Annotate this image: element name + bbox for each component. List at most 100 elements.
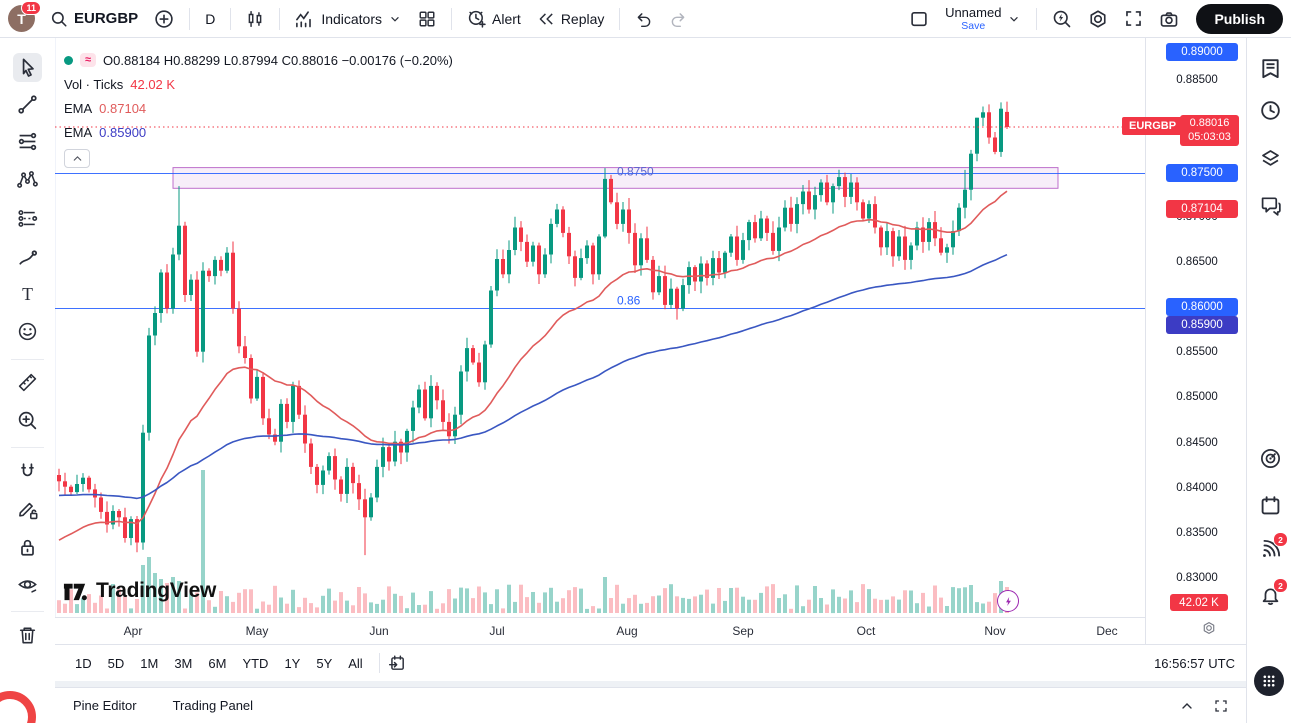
save-layout-button[interactable]: Unnamed Save [938,2,1028,36]
ohlc-values: O0.88184 H0.88299 L0.87994 C0.88016 −0.0… [103,52,453,68]
ema-slow-line[interactable] [58,253,1008,500]
smiley-icon [17,321,38,342]
toolbar-separator [1036,7,1038,30]
watchlist-button[interactable] [1257,55,1283,81]
price-axis-label: 0.85500 [1176,346,1218,358]
realtime-data-marker[interactable] [997,590,1019,612]
support-resistance-zone[interactable] [172,167,1059,189]
layout-button[interactable] [902,5,936,33]
price-axis-label: 0.83500 [1176,527,1218,539]
panel-maximize-icon[interactable] [1213,698,1229,714]
legend-collapse-button[interactable] [64,149,90,168]
price-chart[interactable]: 0.86 0.8750 [55,38,1145,617]
replay-icon [537,10,555,28]
legend-ema-slow-row[interactable]: EMA 0.85900 [64,120,453,144]
panel-chevron-up-icon[interactable] [1179,698,1195,714]
chevron-down-icon [1007,12,1021,26]
lock-icon [17,537,38,558]
lock-all-drawings-button[interactable] [13,533,42,562]
quick-search-button[interactable] [1045,5,1079,33]
calendar-icon [1259,494,1282,517]
measure-tool[interactable] [13,368,42,397]
indicators-button[interactable]: Indicators [288,5,409,33]
drawing-mode-lock-button[interactable] [13,495,42,524]
trend-line-tool[interactable] [13,90,42,119]
range-button-all[interactable]: All [348,655,363,671]
replay-button[interactable]: Replay [530,6,612,32]
fib-retracement-tool[interactable] [13,127,42,156]
range-button-6m[interactable]: 6M [208,655,227,671]
toolbar-divider [11,359,44,360]
range-button-1m[interactable]: 1M [140,655,159,671]
toolbar-separator [619,7,621,30]
chart-settings-button[interactable] [1081,5,1115,33]
alert-button[interactable]: Alert [460,5,528,32]
range-button-ytd[interactable]: YTD [242,655,269,671]
snapshot-button[interactable] [1152,5,1186,33]
price-axis-label: 0.88500 [1176,74,1218,86]
legend-volume-row[interactable]: Vol · Ticks 42.02 K [64,72,453,96]
volume-series[interactable] [57,470,1009,614]
fullscreen-button[interactable] [1117,5,1150,32]
redo-button[interactable] [662,6,694,32]
hide-drawings-button[interactable] [13,570,42,599]
text-tool[interactable] [13,279,42,308]
legend-ema-fast-row[interactable]: EMA 0.87104 [64,96,453,120]
time-axis-month-label: Nov [984,624,1006,638]
toolbar-separator [451,7,453,30]
cursor-tool[interactable] [13,53,42,82]
fullscreen-icon [1124,9,1143,28]
market-status-dot-icon [64,55,73,65]
trading-panel-tab[interactable]: Trading Panel [172,698,254,713]
alerts-button[interactable] [1257,97,1283,123]
publish-button[interactable]: Publish [1196,3,1283,34]
time-axis[interactable]: Apr May Jun Jul Aug Sep Oct Nov Dec [55,617,1145,645]
range-button-3m[interactable]: 3M [174,655,193,671]
chat-button[interactable] [1257,192,1283,218]
remove-drawings-button[interactable] [13,621,42,650]
volume-value: 42.02 K [130,76,176,92]
chart-style-button[interactable] [239,6,271,32]
interval-button[interactable]: D [198,7,222,31]
layout-name: Unnamed [945,4,1002,20]
range-button-5d[interactable]: 5D [107,655,125,671]
brush-tool[interactable] [13,242,42,271]
user-avatar[interactable]: T 11 [8,1,41,32]
forecast-tool[interactable] [13,204,42,233]
xabcd-pattern-tool[interactable] [13,165,42,194]
symbol-search-button[interactable]: EURGBP [43,6,145,32]
text-icon [17,283,38,304]
go-to-date-icon[interactable] [388,654,406,672]
panel-resize-handle[interactable] [55,681,1247,687]
toolbar-separator [230,7,232,30]
price-axis-label: 0.86500 [1176,256,1218,268]
utc-clock[interactable]: 16:56:57 UTC [1154,655,1235,671]
notifications-button[interactable]: 2 [1257,578,1288,608]
axis-settings-gear-icon[interactable] [1202,621,1216,635]
gauge-icon [1259,447,1282,470]
range-button-1y[interactable]: 1Y [284,655,301,671]
more-apps-button[interactable] [1254,666,1284,696]
candles-series[interactable] [57,101,1009,556]
calendar-button[interactable] [1257,492,1283,518]
ema-fast-line[interactable] [58,190,1008,541]
save-label: Save [961,19,986,32]
alert-clock-icon [467,9,486,28]
undo-button[interactable] [628,6,660,32]
compare-add-symbol-button[interactable] [147,5,181,33]
price-level-badge: 0.87104 [1166,200,1238,218]
emoji-tool[interactable] [13,317,42,346]
legend-symbol-row[interactable]: ≈ O0.88184 H0.88299 L0.87994 C0.88016 −0… [64,48,453,72]
bottom-panel-bar: Pine Editor Trading Panel [55,687,1247,723]
range-button-5y[interactable]: 5Y [316,655,333,671]
screener-button[interactable] [1257,445,1283,471]
indicator-templates-button[interactable] [411,6,443,32]
zoom-in-tool[interactable] [13,406,42,435]
object-tree-button[interactable] [1257,145,1283,171]
pine-editor-tab[interactable]: Pine Editor [73,698,137,713]
zoomin-icon [17,410,38,431]
range-button-1d[interactable]: 1D [75,655,92,671]
magnet-mode-button[interactable] [13,457,42,486]
streams-button[interactable]: 2 [1257,532,1288,562]
